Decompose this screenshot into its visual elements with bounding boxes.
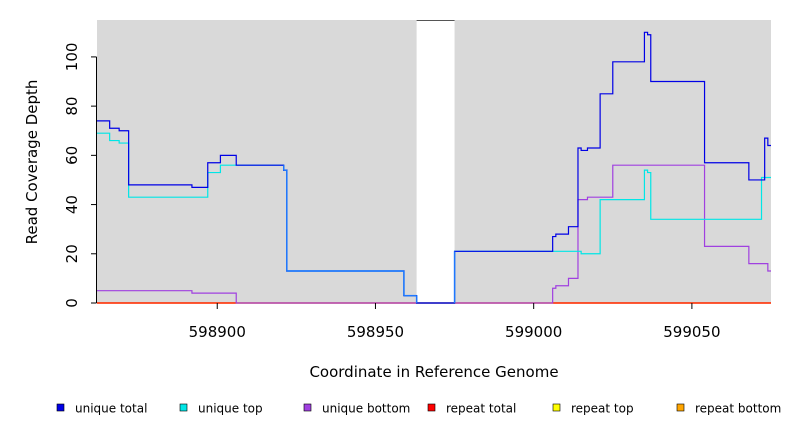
legend-label-unique-bottom: unique bottom	[322, 402, 410, 416]
series-line-unique-bottom	[97, 164, 771, 304]
legend-label-unique-top: unique top	[198, 402, 263, 416]
gap-region	[416, 20, 455, 303]
legend-label-unique-total: unique total	[75, 402, 147, 416]
legend-swatch-unique-total	[56, 403, 65, 412]
y-tick-label-0: 0	[63, 298, 81, 308]
overlap-layer	[282, 165, 456, 303]
x-axis: 598900 598950 599000 599050	[189, 303, 721, 341]
legend-swatch-repeat-total	[427, 403, 436, 412]
series-line-unique-total	[97, 31, 771, 304]
x-axis-label: Coordinate in Reference Genome	[309, 363, 558, 381]
legend-swatch-repeat-bottom	[676, 403, 685, 412]
y-tick-label-20: 20	[63, 244, 81, 263]
y-tick-label-100: 100	[63, 43, 81, 72]
legend-swatch-unique-top	[179, 403, 188, 412]
legend-label-repeat-total: repeat total	[446, 402, 516, 416]
legend-label-repeat-bottom: repeat bottom	[695, 402, 781, 416]
legend-label-repeat-top: repeat top	[571, 402, 634, 416]
y-tick-label-60: 60	[63, 146, 81, 165]
legend: unique total unique top unique bottom repea…	[56, 402, 781, 416]
x-tick-label-598950: 598950	[347, 323, 404, 341]
x-tick-label-598900: 598900	[189, 323, 246, 341]
y-axis-label: Read Coverage Depth	[23, 80, 41, 245]
y-tick-label-80: 80	[63, 97, 81, 116]
y-axis: 0 20 40 60 80 100	[63, 43, 97, 308]
y-tick-label-40: 40	[63, 195, 81, 214]
x-tick-label-599050: 599050	[663, 323, 720, 341]
legend-swatch-unique-bottom	[303, 403, 312, 412]
legend-swatch-repeat-top	[552, 403, 561, 412]
x-tick-label-599000: 599000	[505, 323, 562, 341]
